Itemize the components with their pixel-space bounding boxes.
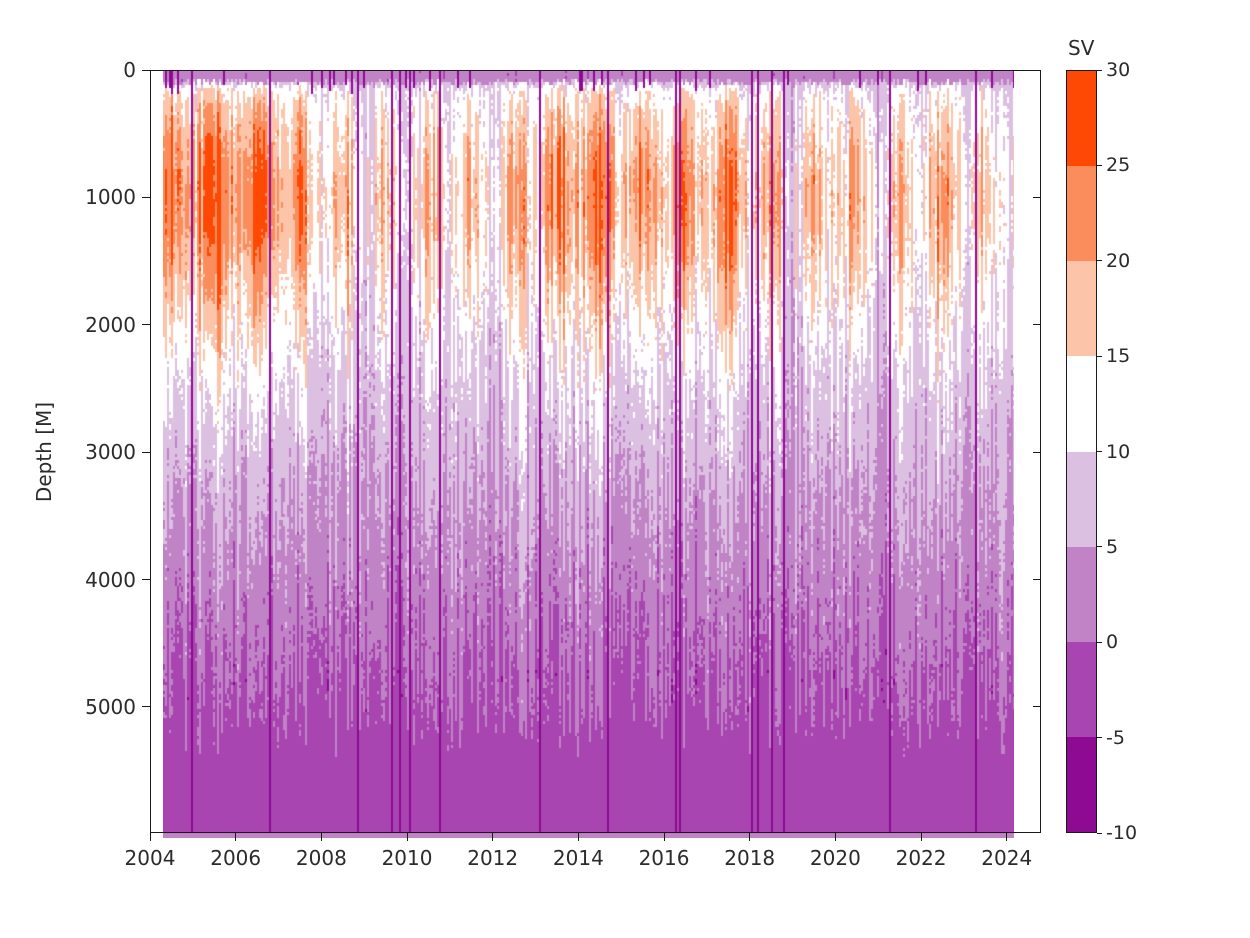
x-tick-mark — [149, 833, 151, 841]
x-tick-mark — [834, 833, 836, 841]
x-tick-mark — [920, 833, 922, 841]
colorbar-band — [1067, 451, 1096, 547]
colorbar — [1066, 70, 1097, 833]
y-tick-mark-right — [1033, 706, 1041, 708]
colorbar-tick-mark — [1097, 451, 1102, 452]
colorbar-tick-mark — [1097, 69, 1102, 71]
x-tick-mark — [663, 833, 665, 841]
colorbar-tick-label: -5 — [1106, 726, 1125, 749]
y-tick-mark — [142, 579, 150, 581]
colorbar-tick-mark — [1097, 164, 1102, 166]
y-axis-title: Depth [M] — [32, 401, 56, 503]
colorbar-band — [1067, 736, 1096, 832]
colorbar-band — [1067, 261, 1096, 357]
colorbar-tick-label: -10 — [1106, 822, 1138, 844]
y-tick-mark — [142, 451, 150, 453]
y-tick-mark — [142, 69, 150, 71]
x-tick-mark — [749, 833, 751, 841]
colorbar-tick-label: 5 — [1106, 535, 1119, 558]
y-tick-label: 4000 — [85, 567, 136, 592]
x-tick-mark — [577, 833, 579, 841]
colorbar-tick-mark — [1097, 546, 1102, 548]
y-tick-mark-right — [1033, 451, 1041, 453]
y-tick-mark-right — [1033, 69, 1041, 71]
colorbar-tick-label: 0 — [1106, 631, 1119, 654]
colorbar-band — [1067, 356, 1096, 452]
colorbar-tick-label: 20 — [1106, 249, 1131, 272]
x-tick-label: 2018 — [724, 846, 776, 870]
colorbar-tick-label: 30 — [1106, 59, 1131, 81]
y-tick-label: 1000 — [85, 185, 136, 210]
x-tick-label: 2016 — [638, 846, 690, 870]
y-tick-mark — [142, 196, 150, 198]
colorbar-tick-label: 15 — [1106, 345, 1131, 368]
x-tick-mark — [320, 833, 322, 841]
x-tick-mark — [235, 833, 237, 841]
x-tick-label: 2012 — [467, 846, 519, 870]
colorbar-tick-mark — [1097, 260, 1102, 262]
colorbar-tick-mark — [1097, 641, 1102, 643]
y-tick-label: 0 — [123, 58, 136, 82]
y-tick-mark-right — [1033, 324, 1041, 326]
x-tick-label: 2004 — [124, 846, 176, 870]
y-tick-mark-right — [1033, 579, 1041, 581]
colorbar-band — [1067, 641, 1096, 737]
y-tick-mark — [142, 324, 150, 326]
y-tick-label: 3000 — [85, 440, 136, 465]
colorbar-tick-label: 10 — [1106, 440, 1131, 463]
colorbar-tick-mark — [1097, 355, 1102, 357]
colorbar-tick-mark — [1097, 737, 1102, 739]
x-tick-mark — [492, 833, 494, 841]
x-tick-label: 2010 — [381, 846, 433, 870]
x-tick-mark — [1006, 833, 1008, 841]
x-tick-label: 2006 — [210, 846, 262, 870]
heatmap-plot-area — [163, 70, 1014, 838]
x-tick-label: 2014 — [552, 846, 604, 870]
colorbar-band — [1067, 166, 1096, 262]
x-tick-label: 2020 — [809, 846, 861, 870]
colorbar-title: SV — [1068, 36, 1095, 60]
y-tick-label: 5000 — [85, 694, 136, 719]
x-tick-label: 2008 — [295, 846, 347, 870]
y-tick-mark — [142, 706, 150, 708]
x-tick-label: 2022 — [895, 846, 947, 870]
plot-frame — [150, 70, 1041, 833]
colorbar-tick-label: 25 — [1106, 154, 1131, 177]
y-tick-label: 2000 — [85, 312, 136, 337]
colorbar-band — [1067, 546, 1096, 642]
x-tick-label: 2024 — [981, 846, 1033, 870]
x-tick-mark — [406, 833, 408, 841]
y-tick-mark-right — [1033, 196, 1041, 198]
colorbar-band — [1067, 71, 1096, 167]
colorbar-tick-mark — [1097, 832, 1102, 834]
